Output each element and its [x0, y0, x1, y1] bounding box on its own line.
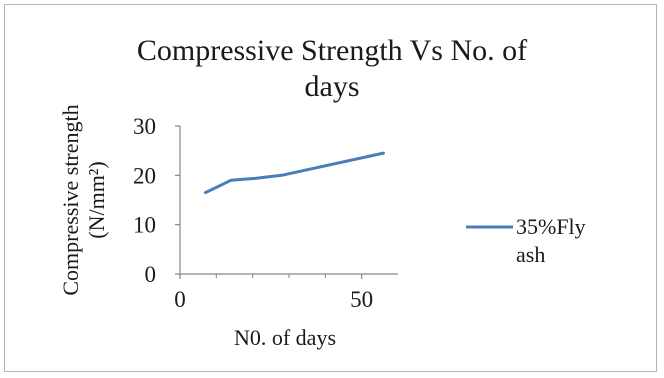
x-tick-label: 0 — [174, 287, 186, 312]
series-layer — [203, 151, 385, 195]
chart-title-line-1: Compressive Strength Vs No. of — [137, 34, 527, 67]
legend-label-line-1: 35%Fly — [516, 214, 586, 239]
series-line-0 — [203, 151, 385, 195]
y-axis-title-line-1: Compressive strength — [58, 104, 83, 295]
y-axis-title-line-2: (N/mm²) — [84, 161, 109, 238]
y-tick-label: 10 — [133, 213, 156, 238]
x-tick-label: 50 — [350, 287, 373, 312]
y-tick-label: 30 — [133, 114, 156, 139]
x-axis-title: N0. of days — [234, 325, 336, 350]
y-ticks: 0 10 20 30 — [133, 114, 180, 287]
chart-frame — [4, 4, 657, 372]
y-tick-label: 0 — [145, 262, 157, 287]
chart-title-line-2: days — [305, 70, 360, 103]
x-ticks: 0 50 — [174, 274, 373, 312]
legend-label-line-2: ash — [516, 242, 545, 267]
y-tick-label: 20 — [133, 163, 156, 188]
